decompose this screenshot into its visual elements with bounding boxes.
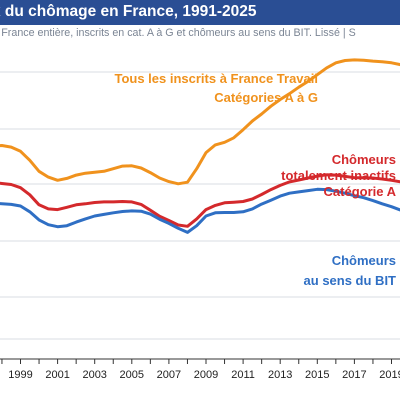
- x-tick-label: 2019: [379, 369, 400, 381]
- series-label: Catégories A à G: [214, 90, 318, 105]
- series-label: Chômeurs: [332, 253, 396, 268]
- series-label: au sens du BIT: [304, 273, 397, 288]
- x-tick-label: 2017: [342, 369, 366, 381]
- chart-subtitle: s, France entière, inscrits en cat. A à …: [0, 27, 356, 39]
- gridlines: [0, 71, 400, 340]
- x-tick-label: 2003: [82, 369, 106, 381]
- series-label: Tous les inscrits à France Travail: [114, 71, 318, 86]
- x-tick-label: 2005: [120, 369, 144, 381]
- series-label: Catégorie A: [324, 184, 397, 199]
- series-lines: [0, 58, 400, 234]
- series-label: Chômeurs: [332, 152, 396, 167]
- x-axis: 1999 2001 2003 2005 2007 2009 2011 2013 2015 2017…: [0, 358, 400, 381]
- x-tick-label: 2013: [268, 369, 292, 381]
- x-tick-label: 1999: [8, 369, 32, 381]
- chart-title: x du chômage en France, 1991-2025: [0, 3, 257, 20]
- title-bar: x du chômage en France, 1991-2025: [0, 0, 400, 25]
- x-tick-label: 2015: [305, 369, 329, 381]
- x-tick-label: 2001: [45, 369, 69, 381]
- series-line: [0, 58, 400, 186]
- x-tick-label: 2011: [231, 369, 255, 381]
- series-labels: Tous les inscrits à France Travail Catégo…: [114, 71, 396, 288]
- x-tick-label: 2007: [157, 369, 181, 381]
- series-label: totalement inactifs: [281, 168, 396, 183]
- x-tick-label: 2009: [194, 369, 218, 381]
- series-line: [0, 187, 400, 234]
- series-line: [0, 173, 400, 228]
